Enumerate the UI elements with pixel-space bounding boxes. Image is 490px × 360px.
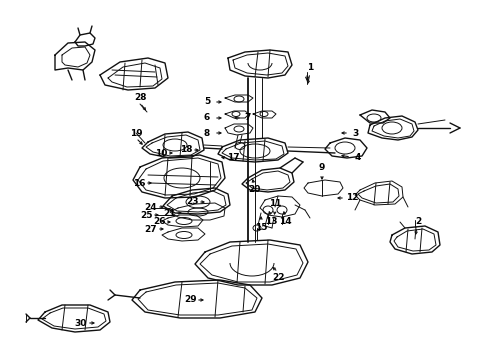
Text: 29: 29 <box>185 296 197 305</box>
Text: 21: 21 <box>163 208 175 217</box>
Text: 2: 2 <box>415 217 421 226</box>
Text: 9: 9 <box>319 163 325 172</box>
Text: 25: 25 <box>140 211 152 220</box>
Text: 18: 18 <box>180 145 192 154</box>
Text: 14: 14 <box>279 217 292 226</box>
Text: 27: 27 <box>145 225 157 234</box>
Text: 17: 17 <box>227 153 239 162</box>
Text: 7: 7 <box>245 113 251 122</box>
Text: 23: 23 <box>186 198 198 207</box>
Text: 6: 6 <box>204 113 210 122</box>
Text: 26: 26 <box>153 217 165 226</box>
Text: 16: 16 <box>133 179 145 188</box>
Text: 3: 3 <box>352 129 358 138</box>
Text: 12: 12 <box>346 194 358 202</box>
Text: 13: 13 <box>265 217 277 226</box>
Text: 22: 22 <box>272 274 284 283</box>
Text: 19: 19 <box>130 129 142 138</box>
Text: 30: 30 <box>75 319 87 328</box>
Text: 20: 20 <box>248 185 260 194</box>
Text: 8: 8 <box>204 129 210 138</box>
Text: 15: 15 <box>255 224 267 233</box>
Text: 4: 4 <box>355 153 361 162</box>
Text: 28: 28 <box>134 94 146 103</box>
Text: 5: 5 <box>204 98 210 107</box>
Text: 24: 24 <box>145 202 157 211</box>
Text: 1: 1 <box>307 63 313 72</box>
Text: 10: 10 <box>155 148 167 158</box>
Text: 11: 11 <box>269 199 281 208</box>
